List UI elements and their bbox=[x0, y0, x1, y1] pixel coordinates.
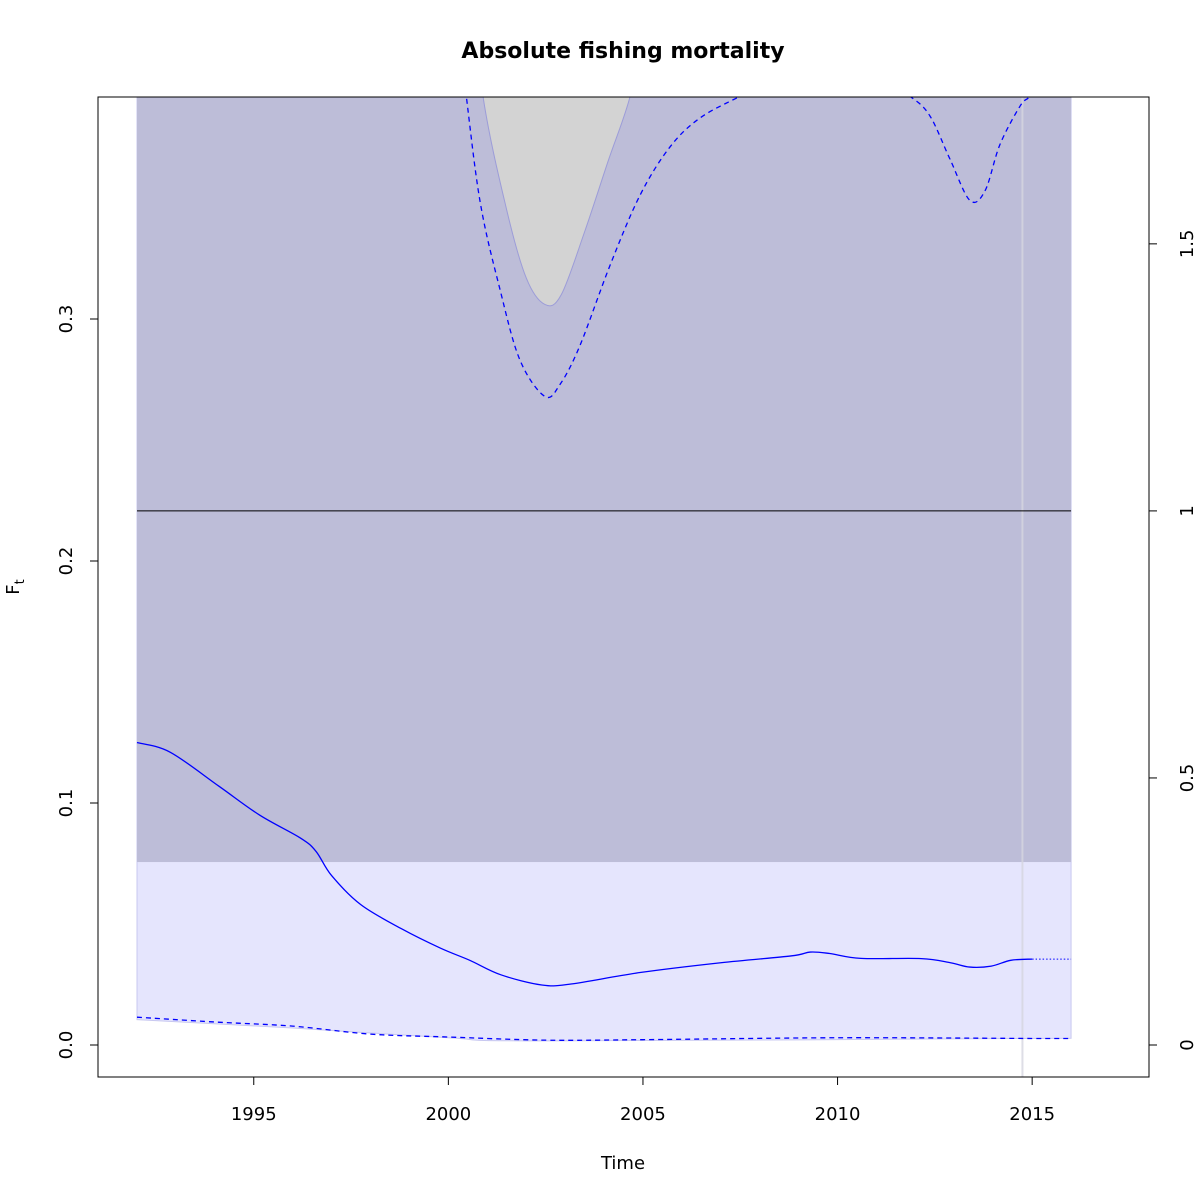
series-f-estimate bbox=[136, 741, 1033, 987]
f-ci-upper-gray-region bbox=[482, 97, 631, 307]
right-y-tick-label: 0 bbox=[1177, 1039, 1198, 1050]
axes: 1995 2000 2005 2010 2015 0.0 0.1 0.2 0.3 0 0.5 1 1.5 bbox=[56, 230, 1198, 1125]
y-tick-label: 0.1 bbox=[56, 789, 77, 818]
plot-area bbox=[136, 97, 1072, 1077]
series-f-lower-ci bbox=[136, 1016, 1072, 1041]
series-f-upper-ci bbox=[465, 97, 1031, 399]
right-y-tick-label: 1 bbox=[1177, 505, 1198, 516]
fmsy-ci-band bbox=[137, 97, 1072, 863]
x-tick-label: 2015 bbox=[1009, 1104, 1055, 1125]
right-y-tick-label: 1.5 bbox=[1177, 230, 1198, 259]
svg-text:Ft: Ft bbox=[3, 579, 28, 594]
chart-title: Absolute fishing mortality bbox=[461, 39, 784, 64]
y-label-subscript: t bbox=[13, 579, 28, 584]
y-tick-label: 0.2 bbox=[56, 547, 77, 576]
x-tick-label: 2000 bbox=[425, 1104, 471, 1125]
y-tick-label: 0.3 bbox=[56, 305, 77, 334]
x-axis-label: Time bbox=[600, 1153, 645, 1174]
x-tick-label: 2010 bbox=[815, 1104, 861, 1125]
y-label-main: F bbox=[3, 584, 24, 594]
y-tick-label: 0.0 bbox=[56, 1031, 77, 1060]
x-tick-label: 2005 bbox=[620, 1104, 666, 1125]
x-tick-label: 1995 bbox=[231, 1104, 277, 1125]
y-axis-label: Ft bbox=[3, 579, 28, 594]
right-y-tick-label: 0.5 bbox=[1177, 764, 1198, 793]
